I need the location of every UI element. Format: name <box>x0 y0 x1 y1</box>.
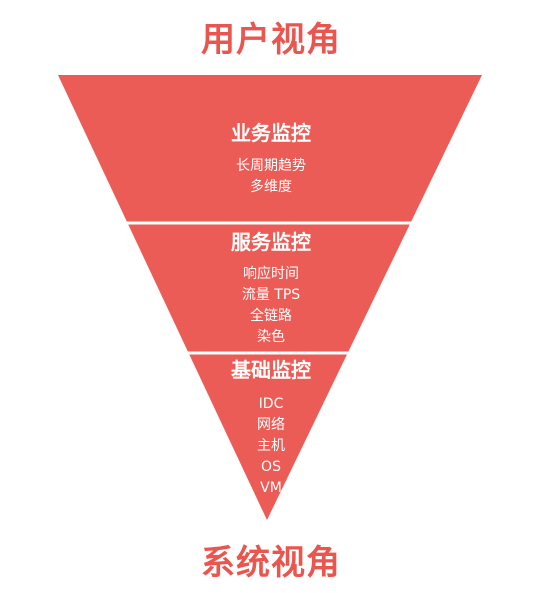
layer-item-list: 长周期趋势 多维度 <box>171 156 371 198</box>
layer-item: 多维度 <box>250 179 292 195</box>
layer-item: IDC <box>258 396 284 412</box>
layer-title: 业务监控 <box>231 121 311 145</box>
layer-service-monitoring: 服务监控 响应时间 流量 TPS 全链路 染色 <box>171 229 371 348</box>
system-perspective-label: 系统视角 <box>201 543 341 583</box>
layer-business-monitoring: 业务监控 长周期趋势 多维度 <box>171 120 371 198</box>
layer-item: VM <box>260 480 282 496</box>
layer-item-list: IDC 网络 主机 OS VM <box>171 394 371 499</box>
layer-item: 长周期趋势 <box>236 158 306 174</box>
layer-item: 流量 TPS <box>241 287 301 303</box>
layer-item: 主机 <box>257 438 285 454</box>
funnel-triangle <box>58 75 482 520</box>
layer-item: 网络 <box>257 417 285 433</box>
layer-item: 全链路 <box>250 308 292 324</box>
user-perspective-label: 用户视角 <box>201 20 341 60</box>
layer-item: 响应时间 <box>243 266 299 282</box>
layer-item: OS <box>261 459 281 475</box>
layer-item-list: 响应时间 流量 TPS 全链路 染色 <box>171 264 371 348</box>
layer-title: 基础监控 <box>231 358 311 382</box>
layer-infrastructure-monitoring: 基础监控 IDC 网络 主机 OS VM <box>171 357 371 499</box>
layer-item: 染色 <box>257 329 285 345</box>
layer-title: 服务监控 <box>231 230 311 254</box>
